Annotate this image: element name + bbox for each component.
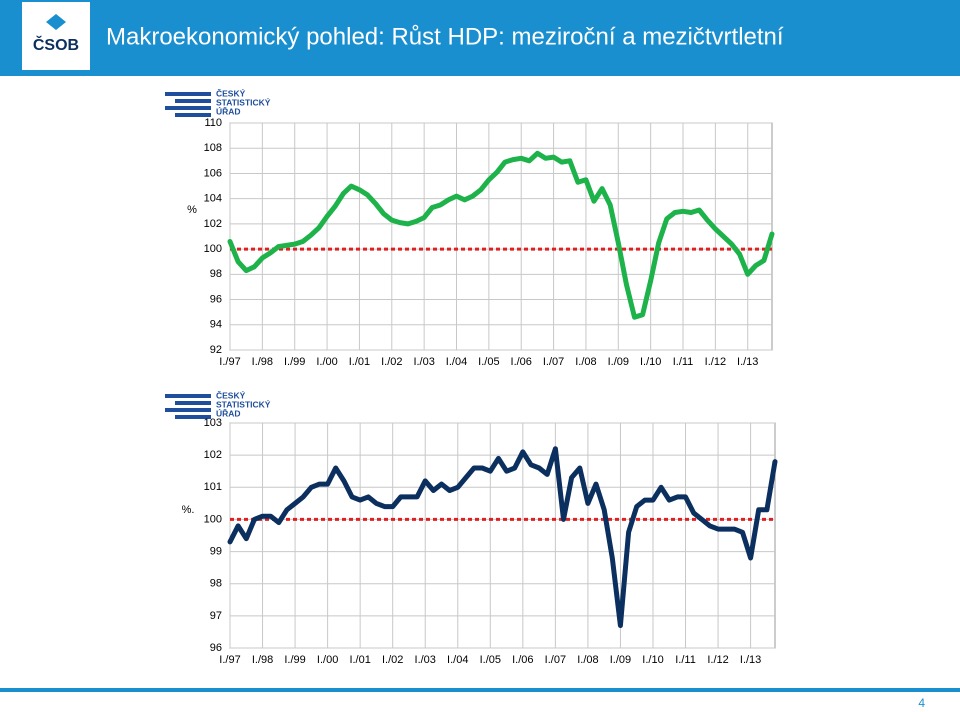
y-tick-label: 96 <box>210 293 222 305</box>
footer-bar <box>0 688 960 692</box>
x-tick-label: I./98 <box>252 654 273 666</box>
x-tick-label: I./98 <box>252 356 273 368</box>
y-tick-label: 106 <box>204 167 222 179</box>
plot-area <box>229 422 776 649</box>
y-tick-label: 94 <box>210 319 222 331</box>
x-tick-label: I./09 <box>610 654 631 666</box>
x-tick-label: I./12 <box>707 654 728 666</box>
x-tick-label: I./09 <box>608 356 629 368</box>
logo-text: ČESKÝ <box>216 389 246 400</box>
logo-text: STATISTICKÝ <box>216 96 271 107</box>
logo-stripe <box>175 99 211 103</box>
x-tick-label: I./03 <box>413 356 434 368</box>
x-tick-label: I./01 <box>349 356 370 368</box>
x-tick-label: I./04 <box>446 356 467 368</box>
y-tick-label: 103 <box>204 417 222 429</box>
y-tick-label: 97 <box>210 610 222 622</box>
x-tick-label: I./08 <box>577 654 598 666</box>
x-tick-label: I./06 <box>511 356 532 368</box>
x-tick-label: I./13 <box>737 356 758 368</box>
line-series <box>227 150 775 320</box>
y-tick-label: 92 <box>210 344 222 356</box>
y-tick-label: 101 <box>204 481 222 493</box>
logo-text: ČESKÝ <box>216 87 246 98</box>
x-tick-label: I./11 <box>673 356 694 368</box>
y-tick-label: 100 <box>204 513 222 525</box>
x-tick-label: I./07 <box>545 654 566 666</box>
logo-stripe <box>165 106 211 110</box>
x-tick-label: I./02 <box>381 356 402 368</box>
x-tick-label: I./12 <box>705 356 726 368</box>
slide-title: Makroekonomický pohled: Růst HDP: meziro… <box>106 23 784 50</box>
logo-icon <box>46 14 66 30</box>
x-tick-label: I./07 <box>543 356 564 368</box>
x-tick-label: I./05 <box>478 356 499 368</box>
logo-stripe <box>175 113 211 117</box>
x-tick-label: I./99 <box>284 356 305 368</box>
y-tick-label: 102 <box>204 218 222 230</box>
x-tick-label: I./99 <box>284 654 305 666</box>
x-tick-label: I./00 <box>317 654 338 666</box>
y-tick-label: 108 <box>204 142 222 154</box>
y-tick-label: 104 <box>204 193 222 205</box>
x-tick-label: I./02 <box>382 654 403 666</box>
x-tick-label: I./97 <box>219 356 240 368</box>
logo-stripe <box>165 394 211 398</box>
logo-box <box>22 2 90 70</box>
y-axis-label: %. <box>182 504 195 516</box>
x-tick-label: I./10 <box>642 654 663 666</box>
logo-text: ÚŘAD <box>216 407 241 418</box>
y-tick-label: 98 <box>210 268 222 280</box>
x-tick-label: I./01 <box>349 654 370 666</box>
logo-stripe <box>165 408 211 412</box>
logo-text: ÚŘAD <box>216 105 241 116</box>
y-tick-label: 98 <box>210 578 222 590</box>
y-tick-label: 110 <box>204 117 222 129</box>
x-tick-label: I./97 <box>219 654 240 666</box>
y-axis-label: % <box>187 204 197 216</box>
slide-number: 4 <box>918 696 925 710</box>
y-tick-label: 102 <box>204 449 222 461</box>
logo-stripe <box>175 401 211 405</box>
x-tick-label: I./03 <box>415 654 436 666</box>
x-tick-label: I./10 <box>640 356 661 368</box>
logo-stripe <box>165 92 211 96</box>
line-series <box>227 446 778 628</box>
x-tick-label: I./00 <box>316 356 337 368</box>
x-tick-label: I./11 <box>675 654 696 666</box>
header-bar <box>0 0 960 76</box>
y-tick-label: 99 <box>210 545 222 557</box>
logo-text: STATISTICKÝ <box>216 398 271 409</box>
x-tick-label: I./04 <box>447 654 468 666</box>
y-tick-label: 100 <box>204 243 222 255</box>
y-tick-label: 96 <box>210 642 222 654</box>
logo-text: ČSOB <box>33 35 79 54</box>
x-tick-label: I./13 <box>740 654 761 666</box>
x-tick-label: I./08 <box>575 356 596 368</box>
x-tick-label: I./06 <box>512 654 533 666</box>
logo-stripe <box>175 415 211 419</box>
x-tick-label: I./05 <box>480 654 501 666</box>
